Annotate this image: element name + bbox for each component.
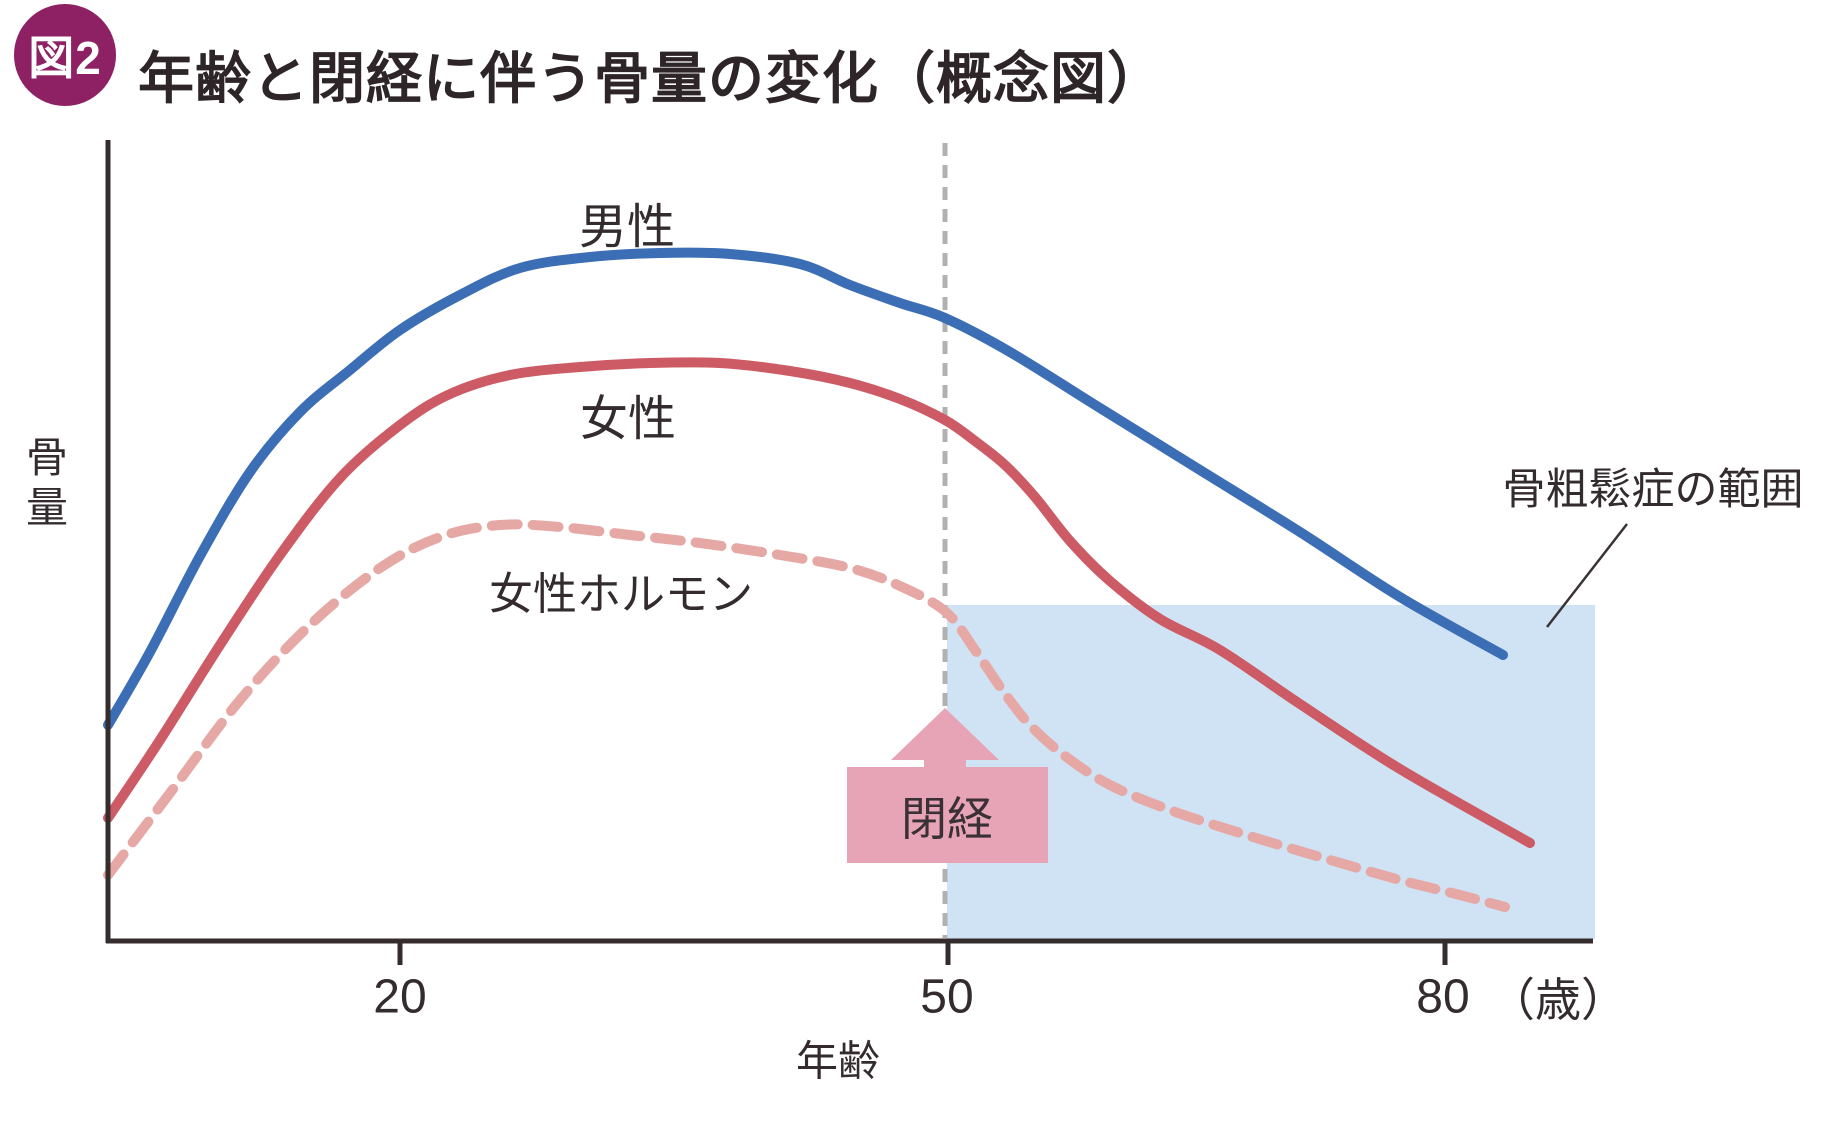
- x-tick-label-20: 20: [373, 970, 427, 1024]
- series-label-male: 男性: [578, 201, 676, 254]
- figure-title: 年齢と閉経に伴う骨量の変化（概念図）: [138, 47, 1164, 110]
- menopause-label: 閉経: [901, 793, 993, 845]
- curve-hormone: [103, 519, 1510, 912]
- series-label-female-hormone: 女性ホルモン: [489, 570, 753, 619]
- y-axis-label: 骨量: [20, 435, 68, 535]
- menopause-box: [847, 767, 1048, 863]
- menopause-arrow: [891, 708, 999, 772]
- osteoporosis-region-label: 骨粗鬆症の範囲: [1502, 466, 1804, 514]
- region-callout-line: [1546, 523, 1628, 628]
- figure-number-badge: 図2: [14, 4, 116, 106]
- curve-male: [103, 247, 1508, 730]
- x-axis-label: 年齢: [795, 1037, 881, 1085]
- x-axis-unit-label: （歳）: [1489, 974, 1627, 1026]
- x-tick-label-50: 50: [920, 970, 974, 1024]
- osteoporosis-region: [947, 605, 1595, 939]
- series-label-female: 女性: [579, 393, 677, 446]
- figure-number: 図2: [28, 32, 102, 84]
- x-tick-label-80: 80: [1416, 970, 1470, 1024]
- curve-female: [103, 357, 1535, 848]
